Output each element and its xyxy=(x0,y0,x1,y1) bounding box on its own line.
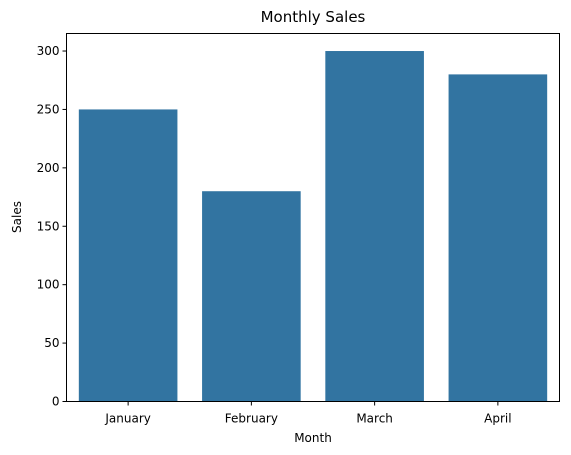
bar-march xyxy=(325,51,424,402)
bar-february xyxy=(202,191,301,402)
x-tick-label: January xyxy=(104,412,151,426)
y-tick-label: 150 xyxy=(37,219,60,233)
x-tick-label: April xyxy=(484,412,511,426)
chart-title: Monthly Sales xyxy=(261,8,366,26)
y-tick-label: 250 xyxy=(37,102,60,116)
y-tick-label: 50 xyxy=(44,336,59,350)
x-axis-label: Month xyxy=(294,431,332,445)
bar-april xyxy=(448,74,548,402)
y-tick-label: 0 xyxy=(52,395,60,409)
y-tick-label: 300 xyxy=(37,44,60,58)
bar-january xyxy=(78,109,178,402)
y-tick-label: 200 xyxy=(37,161,60,175)
plot-frame xyxy=(66,33,560,402)
x-tick-label: March xyxy=(356,412,393,426)
x-tick-label: February xyxy=(225,412,278,426)
y-axis-label: Sales xyxy=(10,201,24,233)
y-tick-label: 100 xyxy=(37,278,60,292)
